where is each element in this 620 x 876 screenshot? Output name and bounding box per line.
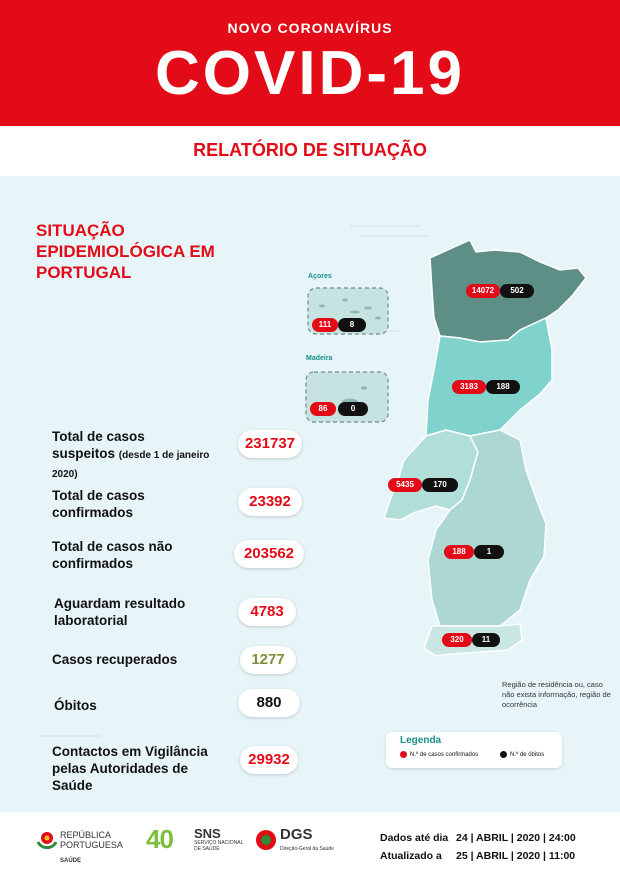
north-cases-badge: 14072 <box>466 284 500 298</box>
stat-label-line: laboratorial <box>54 613 128 628</box>
stat-label-recovered: Casos recuperados <box>52 651 242 668</box>
stat-value-deaths: 880 <box>238 689 300 717</box>
report-subtitle: RELATÓRIO DE SITUAÇÃO <box>193 140 427 160</box>
legend-black-dot <box>500 751 507 758</box>
stat-label-deaths: Óbitos <box>54 697 244 714</box>
stat-label-not-confirmed: Total de casos não confirmados <box>52 538 242 572</box>
header-kicker: NOVO CORONAVÍRUS <box>227 20 393 36</box>
stat-label-line: confirmados <box>52 505 134 520</box>
header-headline: COVID-19 <box>155 39 465 108</box>
stat-value-awaiting: 4783 <box>238 598 296 626</box>
stat-label-suspected: Total de casos suspeitos (desde 1 de jan… <box>52 428 242 483</box>
legend-cases-label: N.º de casos confirmados <box>410 751 479 758</box>
sns-sub-line: DE SAÚDE <box>194 846 220 852</box>
sns-sub-line: SERVIÇO NACIONAL <box>194 840 244 846</box>
centre-deaths-badge: 188 <box>486 380 520 394</box>
stat-label-line: Total de casos <box>52 488 145 503</box>
madeira-cases-badge: 86 <box>310 402 336 416</box>
sns-subtitle: SERVIÇO NACIONAL DE SAÚDE <box>194 840 243 852</box>
data-date-value: 24 | ABRIL | 2020 | 24:00 <box>456 832 576 844</box>
azores-label: Açores <box>308 273 332 280</box>
north-deaths-badge: 502 <box>500 284 534 298</box>
portuguesa-word: PORTUGUESA <box>60 840 123 850</box>
dgs-subtitle: Direção-Geral da Saúde <box>280 846 334 852</box>
stat-note: (desde 1 de janeiro <box>118 450 210 461</box>
legend-item-cases: N.º de casos confirmados <box>400 751 478 758</box>
algarve-deaths-badge: 11 <box>472 633 500 647</box>
map-legend: Legenda N.º de casos confirmados N.º de … <box>386 732 562 768</box>
region-note: Região de residência ou, caso não exista… <box>502 680 611 709</box>
azores-deaths-badge: 8 <box>338 318 366 332</box>
header-banner <box>0 0 620 126</box>
stat-label-line: Aguardam resultado <box>54 596 186 611</box>
azores-cases-badge: 111 <box>312 318 338 332</box>
legend-red-dot <box>400 751 407 758</box>
centre-cases-badge: 3183 <box>452 380 486 394</box>
legend-deaths-label: N.º de óbitos <box>510 751 545 758</box>
update-date-label: Atualizado a <box>380 850 442 862</box>
stat-value-confirmed: 23392 <box>238 488 302 516</box>
stat-label-line: Casos recuperados <box>52 652 178 667</box>
dgs-emblem-icon <box>256 830 276 850</box>
stat-label-line: suspeitos <box>52 446 116 461</box>
stat-value-recovered: 1277 <box>240 646 296 674</box>
stat-label-line: Total de casos <box>52 429 145 444</box>
madeira-deaths-badge: 0 <box>338 402 368 416</box>
legend-item-deaths: N.º de óbitos <box>500 751 544 758</box>
stat-label-confirmed: Total de casos confirmados <box>52 487 242 521</box>
stat-label-line: Saúde <box>52 778 93 793</box>
stat-label-line: pelas Autoridades de <box>52 761 189 776</box>
stat-label-line: Total de casos não <box>52 539 173 554</box>
republica-word: REPÚBLICA <box>60 830 112 840</box>
algarve-cases-badge: 320 <box>442 633 472 647</box>
legend-title: Legenda <box>400 735 442 746</box>
republica-logo-text: REPÚBLICA PORTUGUESA <box>60 830 123 850</box>
stat-label-line: confirmados <box>52 556 134 571</box>
stat-note: 2020) <box>52 469 78 480</box>
sns-logo: SNS <box>194 826 221 841</box>
data-date-label: Dados até dia <box>380 832 449 844</box>
dgs-logo: DGS <box>280 826 313 843</box>
region-centre <box>425 316 553 438</box>
azores-islands <box>319 298 381 320</box>
stat-value-not-confirmed: 203562 <box>234 540 304 568</box>
madeira-label: Madeira <box>306 355 333 362</box>
subtitle-bar <box>0 126 620 176</box>
stat-label-contacts: Contactos em Vigilância pelas Autoridade… <box>52 743 252 794</box>
update-date-value: 25 | ABRIL | 2020 | 11:00 <box>456 850 576 862</box>
alentejo-deaths-badge: 1 <box>474 545 504 559</box>
stat-label-line: Contactos em Vigilância <box>52 744 208 759</box>
stat-label-awaiting: Aguardam resultado laboratorial <box>54 595 244 629</box>
forty-years-logo: 40 <box>146 824 174 854</box>
saude-word: SAÚDE <box>60 858 82 864</box>
alentejo-cases-badge: 188 <box>444 545 474 559</box>
stat-label-line: Óbitos <box>54 698 97 713</box>
lisboa-cases-badge: 5435 <box>388 478 422 492</box>
lisboa-deaths-badge: 170 <box>422 478 458 492</box>
republica-emblem-icon <box>36 832 58 850</box>
section-title: SITUAÇÃO EPIDEMIOLÓGICA EM PORTUGAL <box>36 221 215 282</box>
stat-value-suspected: 231737 <box>238 430 302 458</box>
footer <box>0 812 620 876</box>
stat-value-contacts: 29932 <box>240 746 298 774</box>
